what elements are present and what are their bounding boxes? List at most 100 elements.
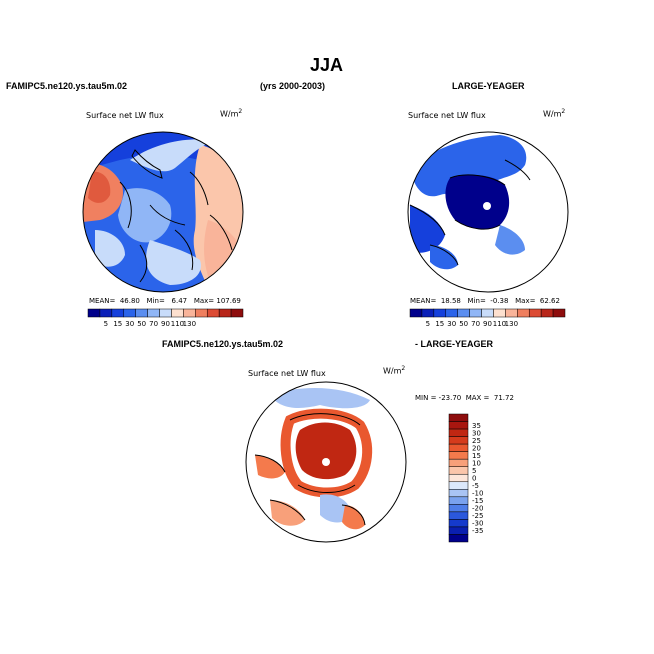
header-left: FAMIPC5.ne120.ys.tau5m.02 — [6, 81, 128, 91]
atlantic-ocean-b — [410, 135, 527, 197]
colorbar-c-swatch — [448, 421, 469, 430]
panel-a-stats: MEAN= 46.80 Min= 6.47 Max= 107.69 — [89, 297, 241, 305]
colorbar-b-swatch — [517, 308, 530, 318]
colorbar-b-swatch — [505, 308, 518, 318]
colorbar-b-swatch — [457, 308, 470, 318]
panel-a-units: W/m2 — [220, 108, 243, 119]
colorbar-b-swatch — [469, 308, 482, 318]
colorbar-c-swatch — [448, 496, 469, 505]
colorbar-b-swatch — [540, 308, 554, 318]
colorbar-b-swatch — [409, 308, 423, 318]
colorbar-a-swatch — [99, 308, 113, 318]
colorbar-a-swatch — [123, 308, 136, 318]
colorbar-a-swatch — [218, 308, 232, 318]
colorbar-a-swatch — [171, 308, 184, 318]
colorbar-c-label: 10 — [472, 459, 481, 467]
colorbar-a-swatch — [183, 308, 196, 318]
arctic-warm-core-c — [295, 422, 357, 480]
colorbar-a-swatch — [87, 308, 101, 318]
colorbar-c-swatch — [448, 534, 469, 543]
colorbar-b-label: 15 — [435, 320, 444, 328]
coastline-a3 — [189, 171, 233, 251]
colorbar-c-swatch — [448, 428, 469, 437]
canada-cool-a — [95, 230, 125, 267]
colorbar-c-swatch — [448, 519, 469, 528]
panel-c-units: W/m2 — [383, 365, 406, 376]
coastline-a1 — [131, 149, 163, 179]
colorbar-b-label: 30 — [447, 320, 456, 328]
colorbar-a-label: 50 — [137, 320, 146, 328]
colorbar-b-label: 50 — [459, 320, 468, 328]
map-famipc5 — [82, 131, 244, 293]
colorbar-a-swatch — [111, 308, 125, 318]
colorbar-c-label: -20 — [472, 505, 483, 513]
header-years: (yrs 2000-2003) — [260, 81, 326, 91]
arctic-ocean-region-a — [118, 188, 172, 243]
colorbar-c-label: -15 — [472, 497, 483, 505]
panel-b-stats: MEAN= 18.58 Min= -0.38 Max= 62.62 — [410, 297, 560, 305]
colorbar-b-label: 90 — [483, 320, 492, 328]
map-difference — [245, 381, 407, 543]
map-border-c — [245, 381, 407, 543]
atlantic-cool-c — [270, 388, 370, 409]
colorbar-a-swatch — [206, 308, 220, 318]
colorbar-c-swatch — [448, 526, 469, 535]
bering-b — [495, 225, 525, 255]
colorbar-b-swatch — [445, 308, 458, 318]
colorbar-a-label: 90 — [161, 320, 170, 328]
colorbar-a-label: 110 — [171, 320, 184, 328]
colorbar-c-label: -10 — [472, 490, 483, 498]
colorbar-a-label: 70 — [149, 320, 158, 328]
panel-a-title: Surface net LW flux — [86, 111, 164, 120]
arctic-ice-cold-b — [445, 174, 510, 230]
panel-c-title: Surface net LW flux — [248, 369, 326, 378]
pole-marker-c — [322, 458, 330, 466]
colorbar-b-swatch — [481, 308, 494, 318]
colorbar-b-label: 130 — [505, 320, 518, 328]
panel-c-stats: MIN = -23.70 MAX = 71.72 — [415, 394, 514, 402]
hudson-warm-c — [255, 455, 285, 479]
header-diff-left: FAMIPC5.ne120.ys.tau5m.02 — [162, 339, 284, 349]
colorbar-c-swatch — [448, 466, 469, 475]
colorbar-c-label: -35 — [472, 527, 483, 535]
header-diff-right: - LARGE-YEAGER — [415, 339, 494, 349]
colorbar-c-label: 25 — [472, 437, 481, 445]
colorbar-c-label: 5 — [472, 467, 476, 475]
north-america-cool-a — [146, 240, 201, 285]
coastline-c — [254, 413, 366, 526]
colorbar-c-label: -25 — [472, 512, 483, 520]
colorbar-c-swatch — [448, 481, 469, 490]
panel-b-units: W/m2 — [543, 108, 566, 119]
colorbar-b-swatch — [433, 308, 447, 318]
colorbar-b-label: 5 — [426, 320, 430, 328]
colorbar-c-label: 0 — [472, 475, 476, 483]
colorbar-c-swatch — [448, 458, 469, 467]
map-border-a — [82, 131, 244, 293]
colorbar-b-swatch — [493, 308, 506, 318]
pole-marker-b — [483, 202, 491, 210]
colorbar-b-swatch — [528, 308, 542, 318]
colorbar-a-label: 15 — [113, 320, 122, 328]
colorbar-c-label: 30 — [472, 429, 481, 437]
colorbar-c-label: 35 — [472, 422, 481, 430]
coastline-a2 — [119, 181, 194, 283]
header-right: LARGE-YEAGER — [452, 81, 525, 91]
colorbar-b-label: 110 — [493, 320, 506, 328]
colorbar-a-swatch — [230, 308, 244, 318]
greenland-hot-core-a — [88, 171, 111, 203]
colorbar-c-label: -5 — [472, 482, 479, 490]
colorbar-a-swatch — [135, 308, 148, 318]
colorbar-c-swatch — [448, 451, 469, 460]
colorbar-b-label: 70 — [471, 320, 480, 328]
colorbar-a-label: 130 — [183, 320, 196, 328]
colorbar-c-swatch — [448, 504, 469, 513]
map-large-yeager — [407, 131, 569, 293]
coastline-b — [409, 159, 531, 266]
colorbar-c-swatch — [448, 473, 469, 483]
map-border-b — [407, 131, 569, 293]
colorbar-c-swatch — [448, 413, 469, 422]
